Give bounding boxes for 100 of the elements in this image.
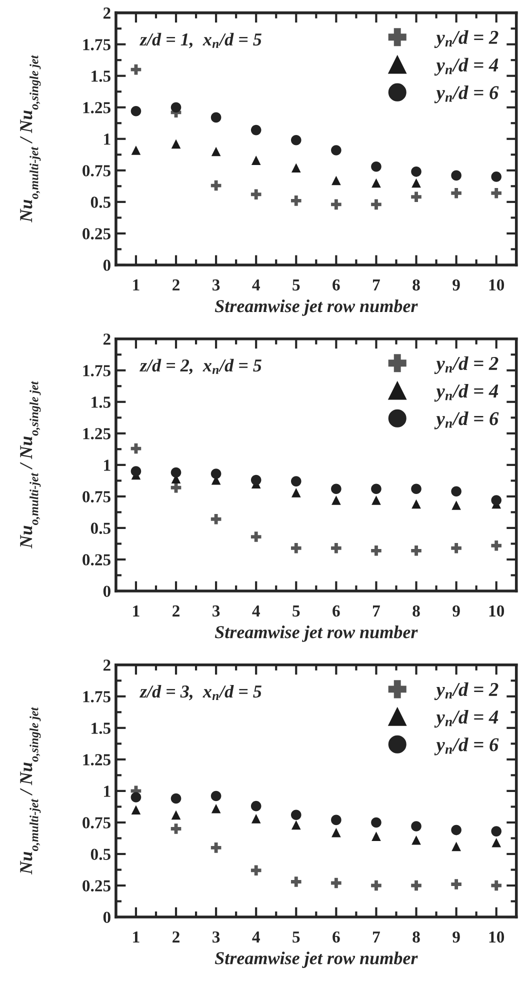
point <box>250 124 262 136</box>
legend-label: y$_{n}$/d = 2 <box>434 30 498 48</box>
point <box>130 466 142 476</box>
x-tick-label: 4 <box>252 279 260 290</box>
y-tick-label: 1 <box>104 460 110 471</box>
point <box>251 156 261 165</box>
x-tick-label: 8 <box>412 605 420 617</box>
y-tick-label: 1.25 <box>83 754 110 766</box>
x-tick-label: 1 <box>133 279 140 290</box>
y-axis-title: Nuo,multi-jet / Nuo,single jet <box>20 55 41 222</box>
point <box>451 486 462 497</box>
x-tick-label: 8 <box>412 279 420 291</box>
point <box>210 842 222 853</box>
point <box>170 102 182 113</box>
point <box>451 542 462 554</box>
legend-label: y$_{n}$/d = 6 <box>434 412 499 430</box>
point <box>452 500 461 510</box>
point <box>331 814 342 826</box>
y-tick-label: 1.75 <box>83 365 110 376</box>
point <box>371 484 382 494</box>
legend-label: y$_{n}$/d = 4 <box>434 384 498 402</box>
y-tick-label: 0 <box>103 912 110 923</box>
x-tick-label: 6 <box>332 279 340 291</box>
legend-label: y$_{n}$/d = 6 <box>434 738 499 756</box>
point <box>250 800 262 812</box>
point <box>291 820 301 830</box>
point <box>331 484 342 494</box>
legend-label: y$_{n}$/d = 4 <box>434 58 498 76</box>
point <box>291 488 301 498</box>
y-tick-label: 0.75 <box>82 817 110 828</box>
point <box>332 828 341 838</box>
point <box>130 792 142 802</box>
point <box>452 842 461 852</box>
y-tick-label: 2 <box>103 334 110 345</box>
point <box>371 880 382 891</box>
point <box>451 188 462 198</box>
y-tick-label: 2 <box>103 8 110 19</box>
x-tick-label: 2 <box>172 931 180 942</box>
point <box>491 188 502 198</box>
y-tick-label: 0.25 <box>82 228 110 240</box>
point <box>411 484 422 494</box>
x-tick-label: 9 <box>452 931 460 943</box>
x-tick-label: 3 <box>212 605 220 617</box>
x-tick-label: 7 <box>373 606 380 616</box>
point <box>332 496 341 505</box>
x-tick-label: 5 <box>292 932 300 943</box>
point <box>371 199 382 210</box>
x-tick-label: 2 <box>172 279 180 290</box>
x-tick-label: 9 <box>452 605 460 617</box>
legend-label: y$_{n}$/d = 6 <box>434 86 499 104</box>
y-tick-label: 1.75 <box>83 691 110 702</box>
point <box>331 199 342 210</box>
point <box>451 170 462 181</box>
point <box>451 824 462 836</box>
point <box>210 514 222 524</box>
point <box>210 180 222 191</box>
point <box>170 824 182 834</box>
point <box>210 112 222 123</box>
y-tick-label: 0.75 <box>82 165 110 176</box>
x-tick-label: 8 <box>412 931 420 943</box>
y-tick-label: 1.75 <box>83 39 110 50</box>
point <box>412 499 421 509</box>
y-tick-label: 1.5 <box>92 722 110 734</box>
point <box>171 139 181 149</box>
point <box>210 468 222 479</box>
annotation: z/d = 3, x$_{n}$/d = 5 <box>139 684 262 700</box>
point <box>290 876 302 887</box>
point <box>251 814 261 824</box>
x-tick-label: 1 <box>133 605 140 616</box>
y-tick-label: 0.5 <box>90 196 110 208</box>
point <box>372 178 381 188</box>
annotation: z/d = 2, x$_{n}$/d = 5 <box>139 358 262 374</box>
y-tick-label: 0.5 <box>90 522 110 534</box>
point <box>290 810 302 820</box>
y-tick-label: 0.5 <box>90 848 110 860</box>
legend-label: y$_{n}$/d = 2 <box>434 356 498 374</box>
point <box>250 189 262 200</box>
x-tick-label: 6 <box>332 605 340 617</box>
x-tick-label: 5 <box>292 280 300 291</box>
legend-label: y$_{n}$/d = 4 <box>434 710 498 728</box>
x-tick-label: 3 <box>212 279 220 291</box>
point <box>412 835 421 845</box>
point <box>491 826 502 836</box>
point <box>491 880 502 891</box>
point <box>331 542 342 554</box>
point <box>211 804 221 814</box>
x-tick-label: 9 <box>452 279 460 291</box>
y-axis-title: Nuo,multi-jet / Nuo,single jet <box>20 381 41 548</box>
point <box>171 810 181 820</box>
y-tick-label: 0.75 <box>82 491 110 502</box>
point <box>411 546 422 556</box>
point <box>170 482 182 493</box>
point <box>491 495 502 506</box>
point <box>411 192 422 202</box>
point <box>131 805 141 815</box>
x-tick-label: 6 <box>332 931 340 943</box>
y-tick-label: 1.5 <box>92 396 110 408</box>
y-tick-label: 1.25 <box>83 428 110 440</box>
x-tick-label: 7 <box>373 280 380 290</box>
y-tick-label: 1.5 <box>92 70 110 82</box>
